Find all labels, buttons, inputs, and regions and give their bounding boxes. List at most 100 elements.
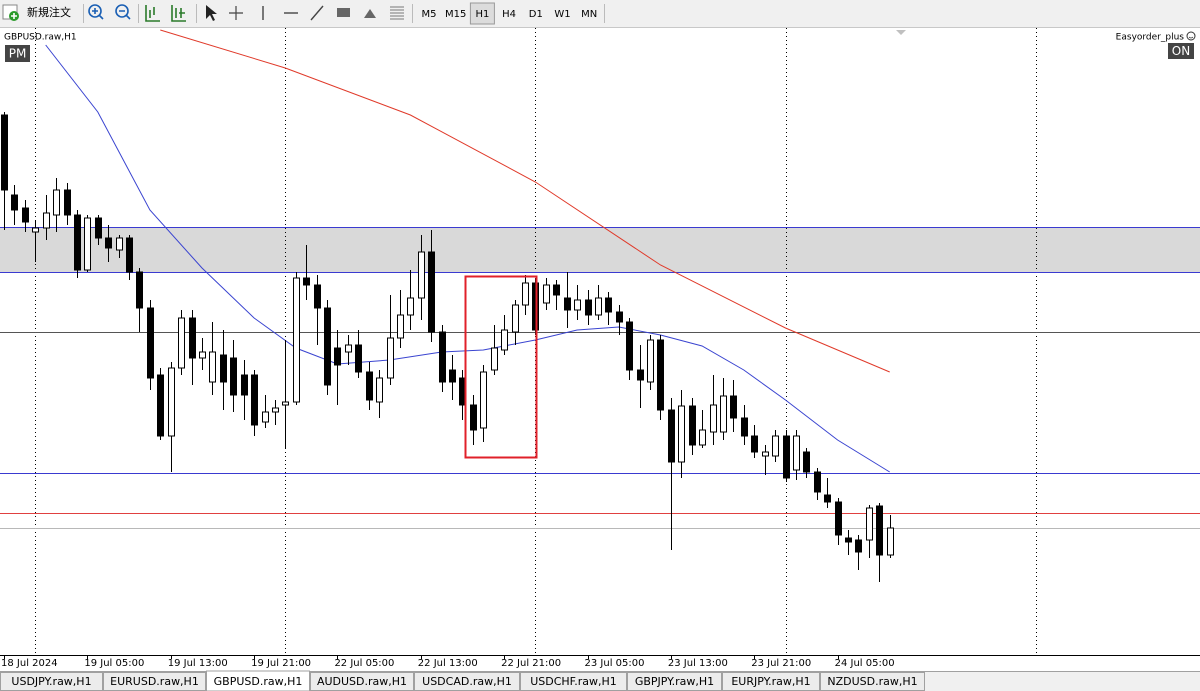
candle-body <box>241 374 248 396</box>
rectangle-tool[interactable] <box>337 8 350 17</box>
fibonacci-tool[interactable] <box>390 6 404 20</box>
candle-body <box>199 351 206 359</box>
crosshair-tool[interactable] <box>229 6 243 20</box>
candle-body <box>116 237 123 251</box>
x-tick-label: 24 Jul 05:00 <box>835 658 895 669</box>
chart-shift[interactable] <box>145 5 160 22</box>
candle-body <box>397 314 404 339</box>
zoom-out[interactable] <box>115 4 131 20</box>
zoom-in[interactable] <box>88 4 104 20</box>
tab-label: USDCAD.raw,H1 <box>422 675 512 688</box>
candle-body <box>678 405 685 463</box>
symbol-tab[interactable]: NZDUSD.raw,H1 <box>820 672 925 691</box>
tab-label: NZDUSD.raw,H1 <box>827 675 917 688</box>
symbol-tab[interactable]: GBPUSD.raw,H1 <box>206 670 310 691</box>
candle-body <box>334 347 341 366</box>
candle-body <box>1 114 8 191</box>
timeframe-button[interactable]: M5 <box>422 9 437 20</box>
candle-body <box>741 417 748 437</box>
candle-body <box>418 251 425 299</box>
symbol-tab[interactable]: AUDUSD.raw,H1 <box>310 672 414 691</box>
candle-body <box>480 371 487 429</box>
candle-body <box>324 307 331 386</box>
pm-badge <box>5 45 30 62</box>
symbol-tab[interactable]: USDCHF.raw,H1 <box>520 672 627 691</box>
candle-body <box>751 435 758 453</box>
timeframe-button[interactable]: H1 <box>469 2 495 25</box>
symbol-tab[interactable]: GBPJPY.raw,H1 <box>627 672 722 691</box>
timeframe-button[interactable]: D1 <box>529 9 543 20</box>
cursor-tool[interactable] <box>206 5 217 21</box>
candle-body <box>512 304 519 333</box>
x-tick-label: 23 Jul 21:00 <box>751 658 811 669</box>
tab-label: USDCHF.raw,H1 <box>530 675 617 688</box>
candle-body <box>11 194 18 211</box>
tab-label: GBPUSD.raw,H1 <box>214 675 303 688</box>
chart-title: GBPUSD.raw,H1 <box>4 33 77 43</box>
timeframe-button[interactable]: W1 <box>554 9 570 20</box>
candle-body <box>637 369 644 381</box>
x-tick-label: 23 Jul 05:00 <box>585 658 645 669</box>
chart-area <box>0 28 1200 671</box>
candle-body <box>543 284 550 304</box>
candle-body <box>491 347 498 371</box>
x-tick-label: 19 Jul 13:00 <box>168 658 228 669</box>
toolbar <box>0 0 1200 27</box>
candle-body <box>772 435 779 457</box>
tab-background <box>206 670 310 691</box>
x-tick-label: 23 Jul 13:00 <box>668 658 728 669</box>
new-order-label: 新規注文 <box>27 5 71 19</box>
candle-body <box>626 321 633 371</box>
candle-body <box>876 505 883 556</box>
candle-body <box>595 297 602 316</box>
indicator-icon <box>1186 31 1196 41</box>
candle-body <box>32 227 39 233</box>
symbol-tab[interactable]: EURUSD.raw,H1 <box>103 672 206 691</box>
symbol-tab[interactable]: USDCAD.raw,H1 <box>414 672 520 691</box>
price-zone <box>0 227 1200 272</box>
candle-body <box>314 284 321 309</box>
candle-body <box>407 297 414 316</box>
candle-body <box>814 471 821 493</box>
timeframe-button[interactable]: H4 <box>502 9 516 20</box>
candle-body <box>647 339 654 383</box>
timeframe-button[interactable]: M15 <box>445 9 466 20</box>
new-order-button[interactable]: 新規注文 <box>2 4 71 21</box>
moving-average <box>45 44 890 473</box>
candle-body <box>501 329 508 351</box>
candle-body <box>376 377 383 403</box>
candle-body <box>866 507 873 541</box>
candle-body <box>824 494 831 503</box>
candle-body <box>22 207 29 223</box>
candle-body <box>585 299 592 316</box>
candle-body <box>136 271 143 309</box>
candle-body <box>74 214 81 271</box>
x-tick-label: 18 Jul 2024 <box>1 658 58 669</box>
candle-body <box>428 251 435 333</box>
auto-scroll[interactable] <box>171 5 186 22</box>
on-badge[interactable] <box>1168 43 1194 59</box>
symbol-tab[interactable]: USDJPY.raw,H1 <box>0 672 103 691</box>
candle-body <box>262 411 269 423</box>
highlight-box <box>464 275 538 459</box>
candle-body <box>845 537 852 543</box>
indicator-name: Easyorder_plus <box>1116 33 1185 43</box>
candle-body <box>470 404 477 431</box>
pm-badge-label: PM <box>9 47 27 61</box>
shift-marker <box>896 30 906 35</box>
tab-label: USDJPY.raw,H1 <box>11 675 91 688</box>
x-tick-label: 19 Jul 05:00 <box>84 658 144 669</box>
symbol-tab[interactable]: EURJPY.raw,H1 <box>722 672 820 691</box>
timeframe-button[interactable]: MN <box>581 9 597 20</box>
on-badge-label: ON <box>1172 44 1190 58</box>
candle-body <box>668 409 675 463</box>
candle-body <box>84 217 91 271</box>
trendline-tool[interactable] <box>310 5 324 21</box>
tab-label: AUDUSD.raw,H1 <box>317 675 407 688</box>
triangle-tool[interactable] <box>364 9 376 18</box>
timeframe-label: H1 <box>475 9 489 20</box>
candle-body <box>147 307 154 379</box>
candle-body <box>43 212 50 229</box>
candle-body <box>710 404 717 433</box>
x-tick-label: 22 Jul 05:00 <box>334 658 394 669</box>
